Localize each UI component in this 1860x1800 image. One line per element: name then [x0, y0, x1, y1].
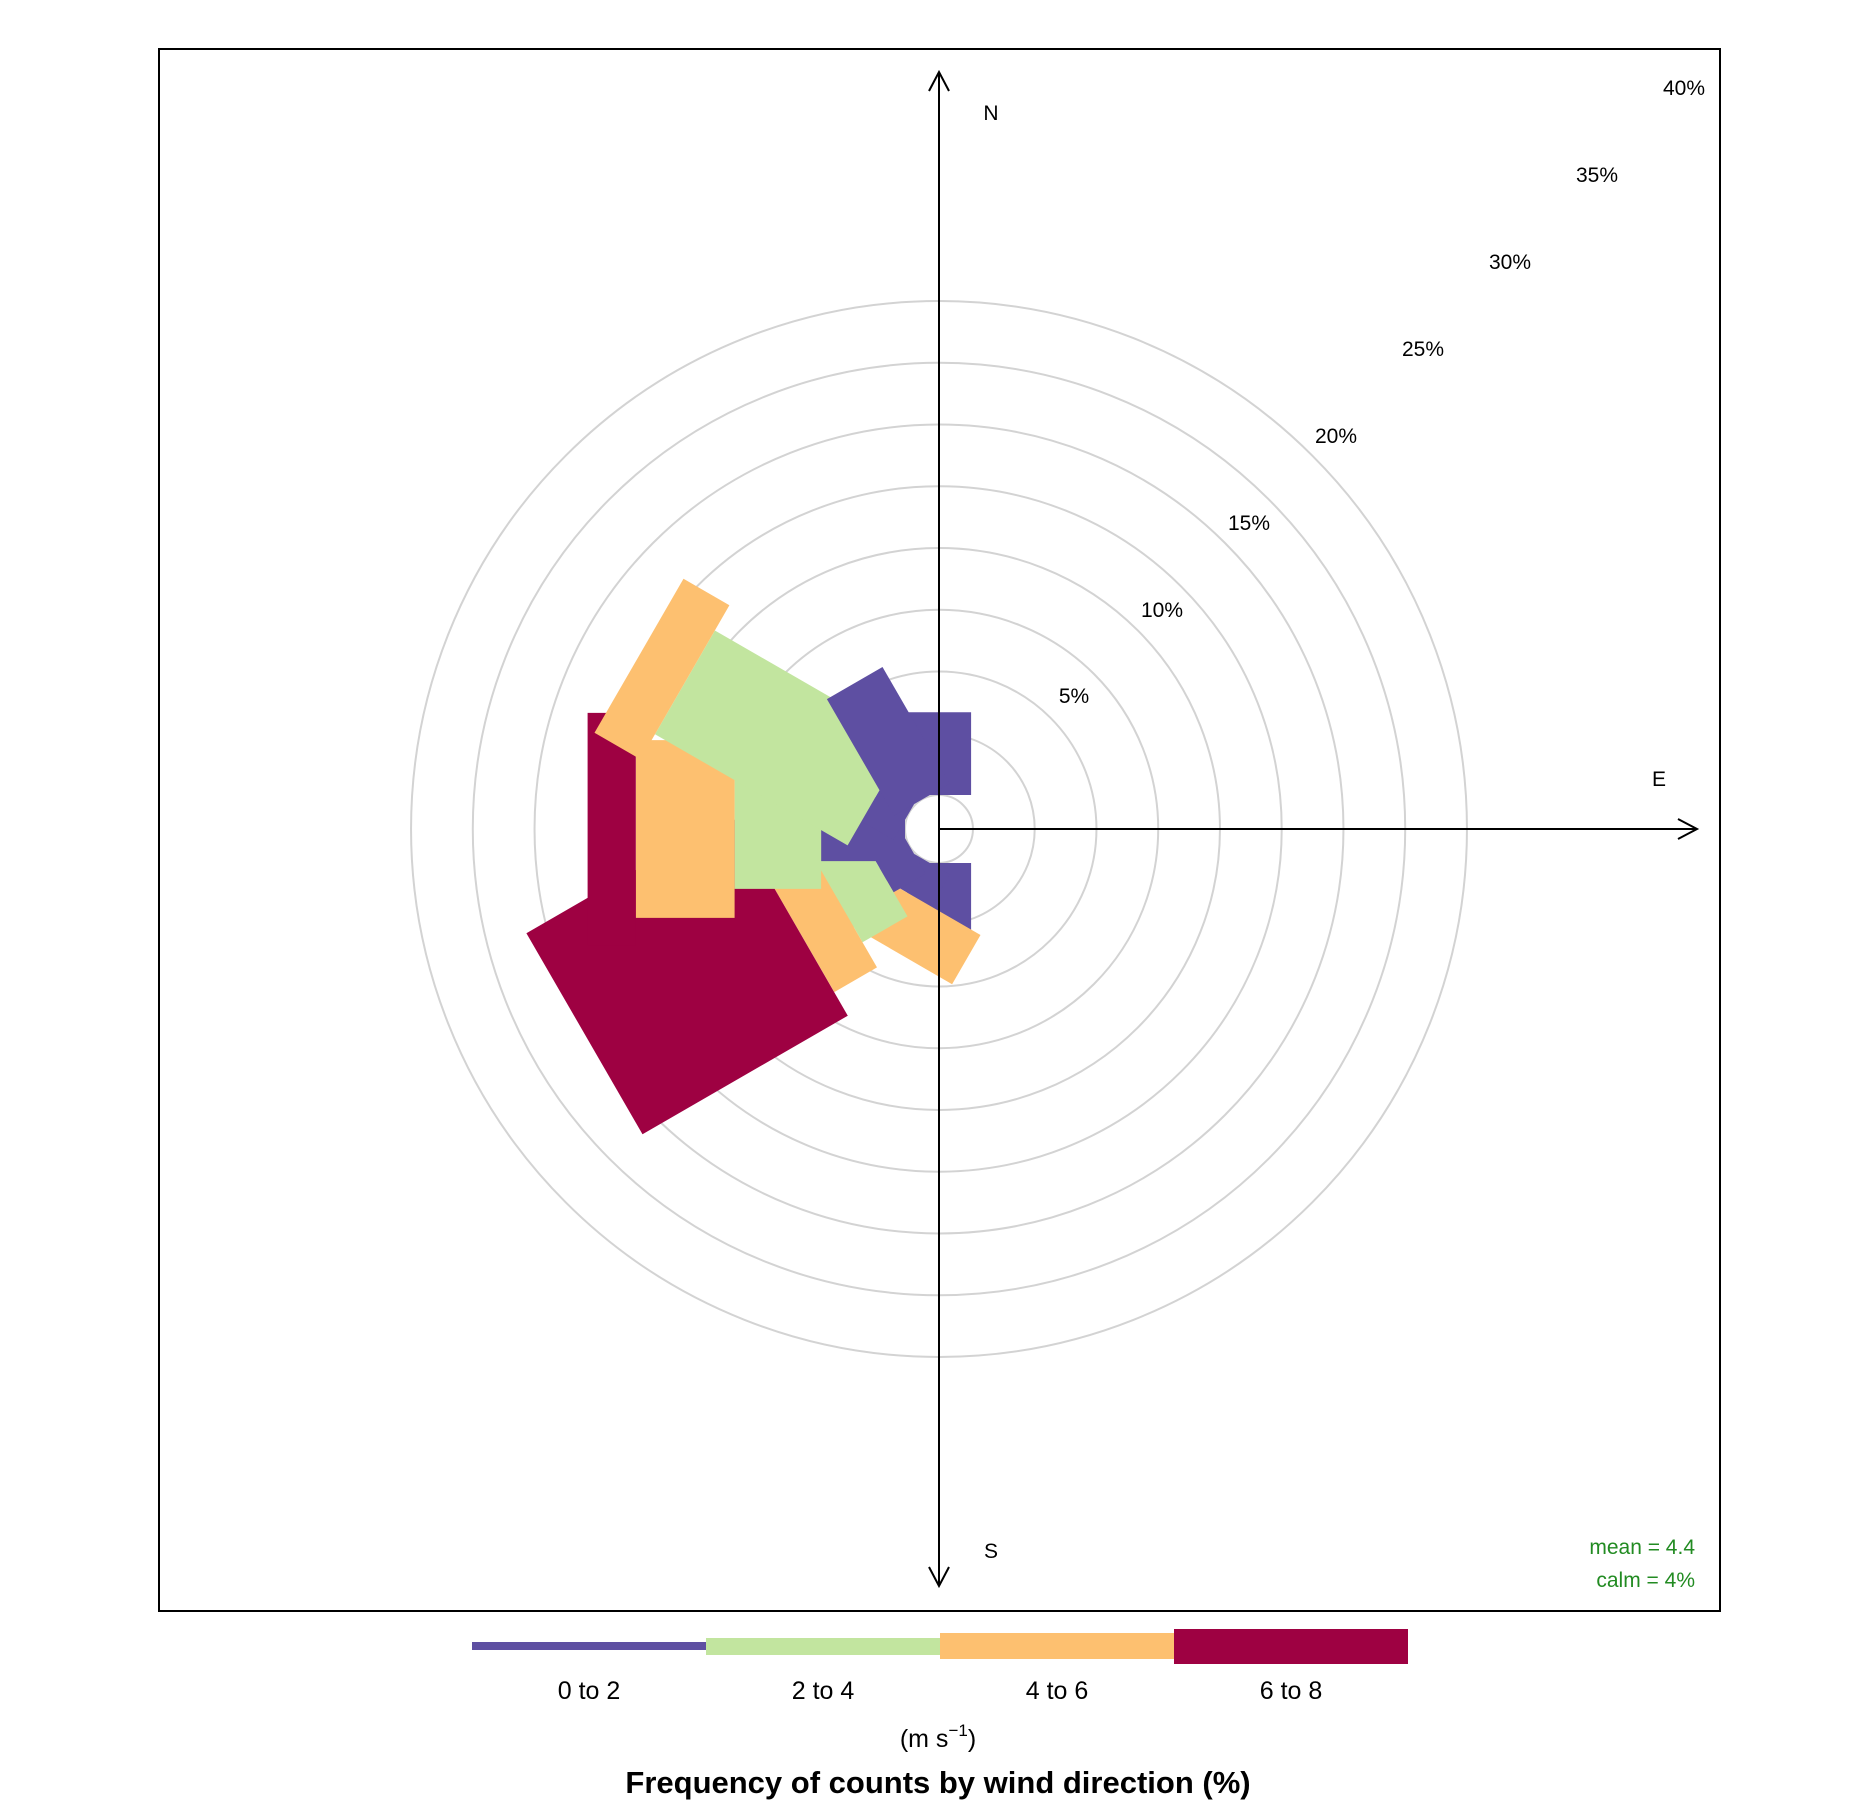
- bar-300deg-2-to-4: [655, 630, 908, 846]
- wind-bars: [526, 578, 981, 1135]
- south-arrowhead: [928, 1566, 950, 1589]
- tick-label-30: 30%: [1489, 251, 1531, 274]
- tick-label-40: 40%: [1663, 77, 1705, 100]
- bar-330deg-0-to-2: [826, 667, 950, 816]
- legend-swatch-0-to-2: [472, 1642, 706, 1650]
- units-close: ): [968, 1725, 976, 1753]
- east-arrowhead: [1677, 818, 1700, 840]
- units-superscript: −1: [948, 1721, 967, 1740]
- tick-label-20: 20%: [1315, 425, 1357, 448]
- bar-270deg-6-to-8: [587, 712, 636, 946]
- compass-axes: [928, 69, 1700, 1589]
- tick-label-35: 35%: [1576, 164, 1618, 187]
- tick-label-25: 25%: [1402, 338, 1444, 361]
- north-arrowhead: [928, 69, 950, 92]
- legend-label-0-to-2: 0 to 2: [558, 1677, 621, 1705]
- tick-label-15: 15%: [1228, 512, 1270, 535]
- calm-stat: calm = 4%: [1596, 1569, 1695, 1592]
- compass-label-south: S: [984, 1540, 998, 1563]
- compass-label-east: E: [1652, 768, 1666, 791]
- units-main: (m s: [900, 1725, 949, 1753]
- plot-panel-border: [158, 48, 1721, 1612]
- legend-swatch-4-to-6: [940, 1633, 1174, 1659]
- bar-270deg-4-to-6: [635, 740, 735, 918]
- legend-label-4-to-6: 4 to 6: [1026, 1677, 1089, 1705]
- legend-label-6-to-8: 6 to 8: [1260, 1677, 1323, 1705]
- mean-stat: mean = 4.4: [1589, 1536, 1695, 1559]
- tick-label-10: 10%: [1141, 599, 1183, 622]
- bar-300deg-4-to-6: [594, 578, 730, 760]
- tick-label-5: 5%: [1059, 685, 1089, 708]
- legend-swatch-2-to-4: [706, 1638, 940, 1655]
- compass-label-north: N: [983, 102, 998, 125]
- legend-label-2-to-4: 2 to 4: [792, 1677, 855, 1705]
- legend-swatch-6-to-8: [1174, 1629, 1408, 1664]
- chart-title: Frequency of counts by wind direction (%…: [625, 1765, 1250, 1800]
- legend-units: (m s−1): [900, 1721, 976, 1753]
